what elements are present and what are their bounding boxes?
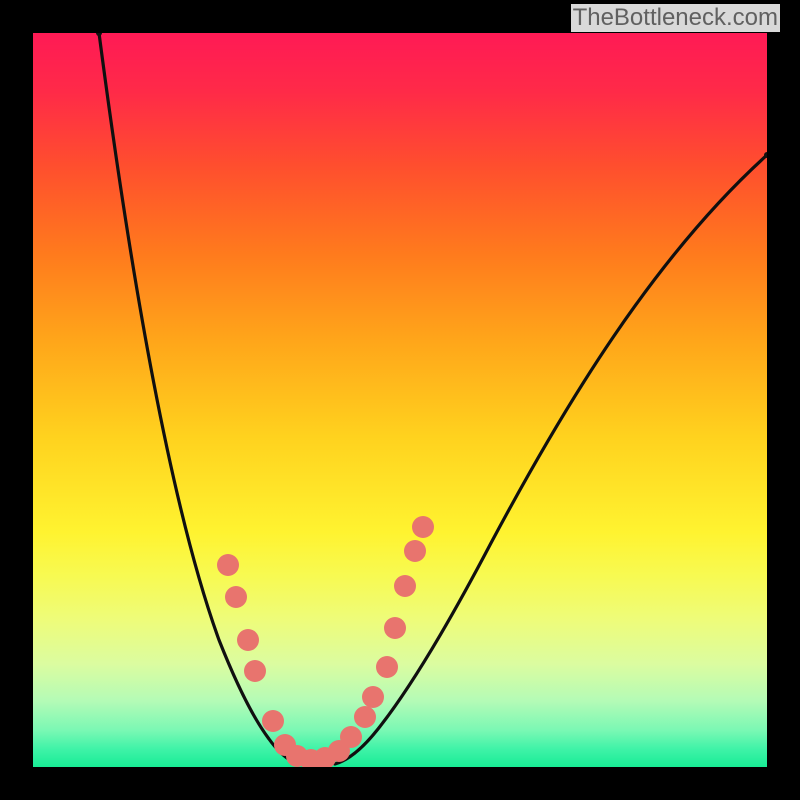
watermark-text: TheBottleneck.com <box>571 4 780 32</box>
data-marker <box>244 660 266 682</box>
data-marker <box>262 710 284 732</box>
chart-svg <box>33 33 767 767</box>
data-marker <box>384 617 406 639</box>
data-marker <box>225 586 247 608</box>
data-marker <box>376 656 398 678</box>
chart-background <box>33 33 767 767</box>
data-marker <box>412 516 434 538</box>
data-marker <box>404 540 426 562</box>
data-marker <box>340 726 362 748</box>
data-marker <box>354 706 376 728</box>
data-marker <box>237 629 259 651</box>
data-marker <box>217 554 239 576</box>
data-marker <box>394 575 416 597</box>
data-marker <box>362 686 384 708</box>
plot-area <box>33 33 767 767</box>
